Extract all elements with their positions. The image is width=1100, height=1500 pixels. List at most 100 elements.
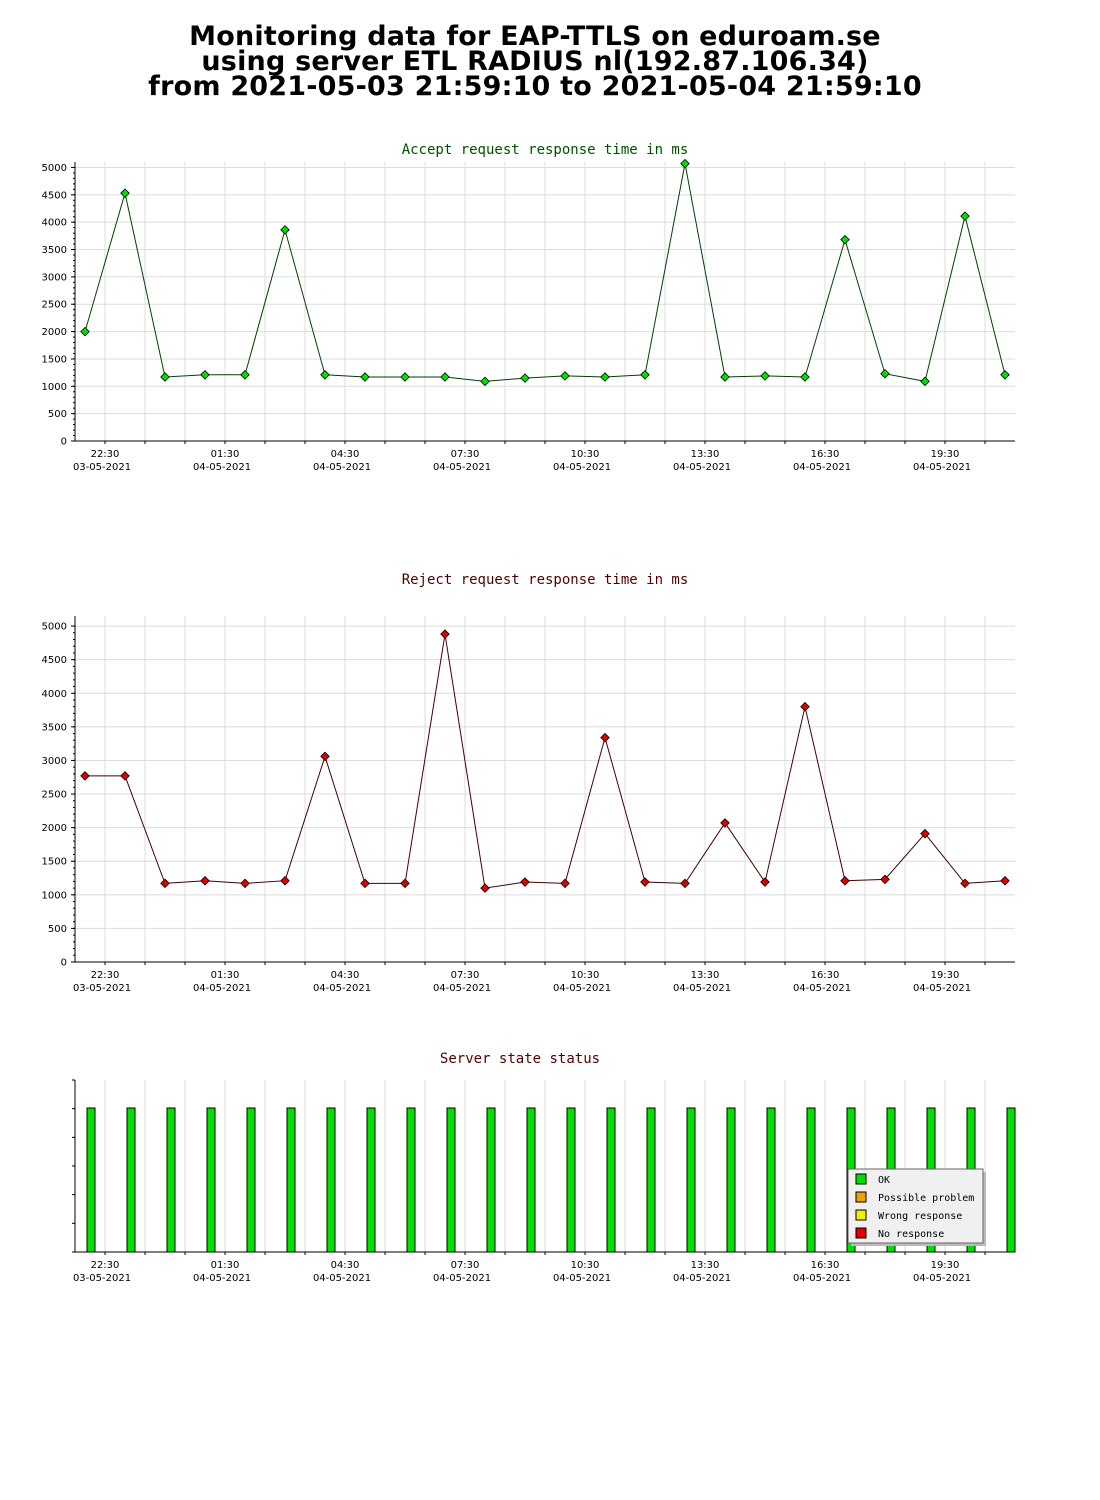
data-point — [480, 376, 490, 387]
x-tick-label-time: 04:30 — [331, 1260, 360, 1271]
data-point — [880, 368, 890, 379]
y-tick-label: 2500 — [42, 300, 67, 311]
data-point — [920, 376, 930, 387]
status-bar — [166, 1107, 176, 1253]
status-bar — [806, 1107, 816, 1253]
status-bar — [726, 1107, 736, 1253]
series-line — [84, 163, 1006, 382]
status-bar — [606, 1107, 616, 1253]
x-tick-label-date: 04-05-2021 — [433, 1273, 491, 1284]
y-tick-label: 500 — [48, 409, 67, 420]
data-point — [80, 771, 90, 781]
x-tick-label-time: 01:30 — [211, 449, 240, 460]
y-tick-label: 1000 — [42, 890, 67, 901]
x-tick-label-time: 22:30 — [91, 449, 120, 460]
x-tick-label-date: 04-05-2021 — [193, 462, 251, 473]
status-bar — [486, 1107, 496, 1253]
x-tick-label-time: 07:30 — [451, 970, 480, 981]
series-line — [85, 634, 1006, 889]
y-tick-label: 1000 — [42, 382, 67, 393]
status-bar — [126, 1107, 136, 1253]
data-point — [360, 878, 370, 889]
data-point — [880, 874, 890, 885]
data-point — [960, 878, 970, 889]
data-point — [400, 372, 410, 382]
data-point — [600, 372, 610, 382]
data-point — [520, 877, 530, 887]
legend-label: Possible problem — [878, 1193, 974, 1204]
x-tick-label-date: 04-05-2021 — [673, 462, 731, 473]
legend-swatch — [855, 1191, 867, 1203]
data-point — [760, 371, 770, 381]
x-tick-label-date: 04-05-2021 — [673, 983, 731, 994]
x-tick-label-time: 19:30 — [931, 970, 960, 981]
x-tick-label-time: 16:30 — [811, 449, 840, 460]
data-point — [760, 877, 770, 887]
chart-title: Reject request response time in ms — [402, 572, 689, 588]
x-tick-label-date: 04-05-2021 — [193, 983, 251, 994]
x-tick-label-date: 04-05-2021 — [313, 983, 371, 994]
x-tick-label-date: 04-05-2021 — [553, 1273, 611, 1284]
data-point — [600, 732, 610, 743]
status-bar — [766, 1107, 776, 1253]
x-tick-label-time: 22:30 — [91, 1260, 120, 1271]
title-line-1: Monitoring data for EAP-TTLS on eduroam.… — [189, 21, 881, 52]
data-point — [200, 370, 210, 380]
x-tick-label-time: 19:30 — [931, 449, 960, 460]
data-point — [360, 372, 370, 382]
y-tick-label: 4500 — [42, 190, 67, 201]
x-tick-label-time: 13:30 — [691, 1260, 720, 1271]
x-tick-label-time: 19:30 — [931, 1260, 960, 1271]
legend-box — [847, 1168, 984, 1244]
data-point — [280, 225, 290, 235]
status-bar — [1006, 1107, 1016, 1253]
x-tick-label-time: 04:30 — [331, 449, 360, 460]
chart-title: Accept request response time in ms — [402, 142, 689, 158]
x-tick-label-date: 04-05-2021 — [913, 1273, 971, 1284]
data-point — [120, 188, 130, 198]
x-tick-label-date: 04-05-2021 — [433, 983, 491, 994]
y-tick-label: 1500 — [42, 857, 67, 868]
x-tick-label-time: 01:30 — [211, 1260, 240, 1271]
data-point — [240, 370, 250, 380]
data-point — [800, 701, 810, 712]
chart-title: Server state status — [440, 1051, 600, 1067]
data-point — [720, 372, 730, 382]
data-point — [920, 828, 930, 839]
status-bar — [566, 1107, 576, 1253]
y-tick-label: 5000 — [42, 622, 67, 633]
data-point — [280, 875, 290, 886]
y-tick-label: 4500 — [42, 655, 67, 666]
y-tick-label: 4000 — [42, 689, 67, 700]
x-tick-label-date: 04-05-2021 — [313, 462, 371, 473]
x-tick-label-time: 10:30 — [571, 970, 600, 981]
x-tick-label-date: 04-05-2021 — [913, 983, 971, 994]
x-tick-label-date: 04-05-2021 — [793, 1273, 851, 1284]
data-point — [560, 371, 570, 381]
legend-swatch — [855, 1227, 867, 1239]
x-tick-label-date: 03-05-2021 — [73, 1273, 131, 1284]
x-tick-label-time: 13:30 — [691, 970, 720, 981]
x-tick-label-date: 03-05-2021 — [73, 983, 131, 994]
x-tick-label-date: 04-05-2021 — [673, 1273, 731, 1284]
status-bar — [286, 1107, 296, 1253]
data-point — [840, 875, 850, 886]
data-point — [640, 877, 650, 887]
y-tick-label: 3500 — [42, 245, 67, 256]
data-point — [440, 372, 450, 382]
status-bar — [526, 1107, 536, 1253]
x-tick-label-date: 04-05-2021 — [313, 1273, 371, 1284]
page-title: Monitoring data for EAP-TTLS on eduroam.… — [0, 21, 1070, 100]
x-tick-label-date: 04-05-2021 — [553, 462, 611, 473]
status-bar — [406, 1107, 416, 1253]
x-tick-label-time: 04:30 — [331, 970, 360, 981]
status-bar — [446, 1107, 456, 1253]
y-tick-label: 2500 — [42, 790, 67, 801]
data-point — [320, 751, 330, 762]
data-point — [520, 373, 530, 383]
data-point — [960, 211, 970, 221]
x-tick-label-date: 04-05-2021 — [433, 462, 491, 473]
data-point — [240, 878, 250, 889]
x-tick-label-time: 07:30 — [451, 449, 480, 460]
status-bar — [246, 1107, 256, 1253]
